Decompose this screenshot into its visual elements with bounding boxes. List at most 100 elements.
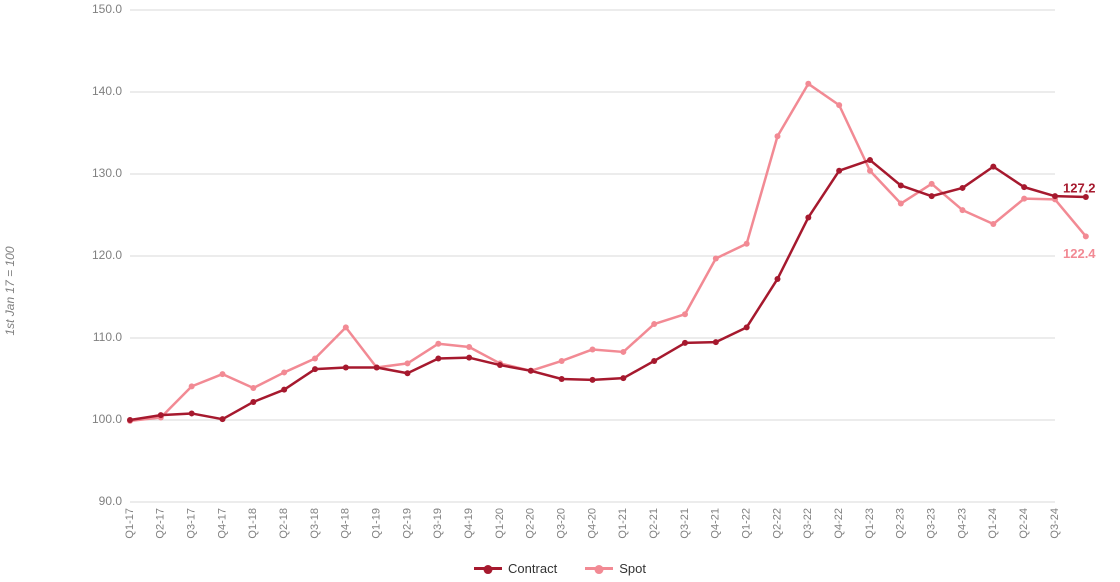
x-tick-label: Q4-20 [586, 508, 598, 539]
x-tick-label: Q2-22 [771, 508, 783, 539]
x-tick-label: Q4-19 [463, 508, 475, 539]
series-marker-spot [466, 344, 472, 350]
x-tick-label: Q1-21 [617, 508, 629, 539]
series-marker-spot [929, 181, 935, 187]
x-tick-label: Q4-22 [833, 508, 845, 539]
series-marker-spot [744, 241, 750, 247]
series-marker-contract [281, 387, 287, 393]
x-tick-label: Q1-19 [371, 508, 383, 539]
series-marker-contract [990, 164, 996, 170]
line-chart: 90.0100.0110.0120.0130.0140.0150.0Q1-17Q… [0, 0, 1120, 582]
x-tick-label: Q3-19 [432, 508, 444, 539]
x-tick-label: Q3-23 [926, 508, 938, 539]
legend-item-contract: Contract [474, 561, 557, 576]
series-marker-contract [836, 168, 842, 174]
legend-item-spot: Spot [585, 561, 646, 576]
series-marker-contract [1021, 184, 1027, 190]
series-marker-contract [528, 368, 534, 374]
legend-swatch-spot [585, 567, 613, 570]
series-marker-contract [189, 410, 195, 416]
x-tick-label: Q4-17 [216, 508, 228, 539]
series-marker-contract [1052, 193, 1058, 199]
series-marker-spot [189, 383, 195, 389]
y-tick-label: 110.0 [93, 330, 122, 344]
legend-label-contract: Contract [508, 561, 557, 576]
series-marker-spot [775, 133, 781, 139]
x-tick-label: Q2-21 [648, 508, 660, 539]
series-marker-contract [960, 185, 966, 191]
series-marker-contract [929, 193, 935, 199]
x-tick-label: Q3-20 [556, 508, 568, 539]
series-marker-spot [713, 255, 719, 261]
legend-label-spot: Spot [619, 561, 646, 576]
x-tick-label: Q4-21 [710, 508, 722, 539]
legend-swatch-contract [474, 567, 502, 570]
series-marker-spot [836, 102, 842, 108]
series-marker-spot [682, 311, 688, 317]
series-marker-spot [250, 385, 256, 391]
series-marker-contract [435, 356, 441, 362]
legend: Contract Spot [0, 561, 1120, 576]
series-marker-spot [1083, 233, 1089, 239]
y-axis-title: 1st Jan 17 = 100 [3, 246, 17, 335]
chart-container: 1st Jan 17 = 100 90.0 100.0 110.0 120.0 130.… [0, 0, 1120, 582]
series-marker-contract [682, 340, 688, 346]
series-marker-contract [220, 416, 226, 422]
y-tick-label: 140.0 [92, 84, 122, 98]
series-marker-spot [281, 369, 287, 375]
x-tick-label: Q2-24 [1018, 508, 1030, 539]
series-marker-contract [158, 412, 164, 418]
series-marker-spot [805, 81, 811, 87]
x-tick-label: Q2-20 [525, 508, 537, 539]
x-tick-label: Q1-22 [741, 508, 753, 539]
series-marker-spot [990, 221, 996, 227]
y-tick-label: 130.0 [92, 166, 122, 180]
x-tick-label: Q4-18 [340, 508, 352, 539]
series-marker-contract [775, 276, 781, 282]
series-marker-spot [651, 321, 657, 327]
series-marker-contract [713, 339, 719, 345]
series-marker-spot [960, 207, 966, 213]
series-marker-contract [620, 375, 626, 381]
series-marker-contract [590, 377, 596, 383]
series-marker-contract [744, 324, 750, 330]
x-tick-label: Q3-18 [309, 508, 321, 539]
series-marker-contract [312, 366, 318, 372]
series-marker-contract [497, 362, 503, 368]
series-marker-contract [405, 370, 411, 376]
series-marker-contract [559, 376, 565, 382]
y-tick-label: 90.0 [99, 494, 123, 508]
series-marker-contract [374, 365, 380, 371]
x-tick-label: Q1-18 [247, 508, 259, 539]
x-tick-label: Q2-18 [278, 508, 290, 539]
series-marker-spot [559, 358, 565, 364]
series-marker-contract [250, 399, 256, 405]
x-tick-label: Q2-23 [895, 508, 907, 539]
series-marker-spot [435, 341, 441, 347]
x-tick-label: Q4-23 [956, 508, 968, 539]
series-marker-spot [220, 371, 226, 377]
x-tick-label: Q1-17 [124, 508, 136, 539]
x-tick-label: Q1-23 [864, 508, 876, 539]
x-tick-label: Q1-20 [494, 508, 506, 539]
x-tick-label: Q3-21 [679, 508, 691, 539]
x-tick-label: Q1-24 [987, 508, 999, 539]
series-marker-spot [620, 349, 626, 355]
x-tick-label: Q3-22 [802, 508, 814, 539]
series-marker-contract [343, 365, 349, 371]
series-marker-contract [867, 157, 873, 163]
y-tick-label: 120.0 [92, 248, 122, 262]
series-marker-contract [805, 214, 811, 220]
y-tick-label: 100.0 [92, 412, 122, 426]
end-label: 122.4 [1063, 246, 1096, 261]
series-marker-spot [867, 168, 873, 174]
series-marker-spot [1021, 196, 1027, 202]
series-marker-contract [127, 417, 133, 423]
series-marker-contract [898, 182, 904, 188]
series-marker-spot [898, 201, 904, 207]
x-tick-label: Q2-19 [401, 508, 413, 539]
series-marker-contract [651, 358, 657, 364]
series-line-spot [130, 84, 1086, 421]
end-label: 127.2 [1063, 180, 1096, 195]
x-tick-label: Q3-17 [186, 508, 198, 539]
